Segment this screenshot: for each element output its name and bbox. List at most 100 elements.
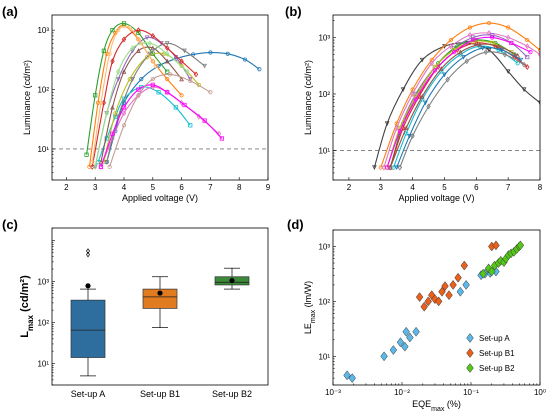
data-point [257,67,262,72]
data-point [113,111,118,116]
data-point [167,72,173,77]
x-axis-label: Applied voltage (V) [122,193,198,203]
data-point [121,36,127,43]
data-point [451,50,457,55]
data-point [391,165,396,170]
data-point [182,48,187,54]
data-point [490,35,495,40]
x-tick-label: 9 [266,183,271,192]
y-tick-label: 10³ [318,243,330,252]
data-point [165,50,170,57]
y-tick-label: 10³ [37,26,49,35]
y-axis-label: LEmax (lm/W) [303,281,317,334]
series-line [86,22,168,155]
series-line [389,43,518,168]
data-point [521,87,527,93]
data-point [115,76,121,82]
data-point [165,90,170,95]
data-point [521,61,527,68]
y-axis-label-sub: max [26,314,35,331]
x-tick-label: 10⁻¹ [463,388,479,397]
data-point [423,100,428,106]
plot-frame [332,14,541,181]
data-point [104,51,109,56]
data-point [441,281,449,292]
data-point [208,50,213,55]
x-tick-label: 3 [93,183,98,192]
data-point [458,49,463,55]
data-point [525,43,530,50]
y-tick-label: 10² [318,297,330,306]
data-point [492,240,500,251]
series-line [106,51,260,163]
y-axis-label-unit: (lm/W) [303,281,313,310]
x-tick-label: Set-up A [71,389,106,399]
panel-label: (a) [2,4,18,19]
data-point [90,163,95,170]
data-point [84,152,89,157]
data-point [499,47,505,53]
data-point [467,25,473,30]
data-point [509,50,514,55]
data-point [505,34,511,41]
scatter-series [479,240,525,279]
data-point [505,69,511,75]
series-line [91,29,197,167]
y-tick-label: 10¹ [318,146,330,155]
data-point [412,326,420,337]
data-point [165,76,170,82]
panel-label: (d) [287,217,304,232]
scatter-series [415,240,500,312]
y-tick-label: 10² [37,318,49,327]
data-point [442,72,447,78]
data-point [202,63,207,69]
data-point [156,90,161,95]
box-3 [214,267,250,290]
series-line [383,32,540,168]
data-point [528,50,533,55]
y-tick-label: 10³ [318,33,330,42]
y-tick-label: 10¹ [318,352,330,361]
series-group [372,20,540,171]
data-point [98,100,104,105]
data-point [179,93,184,98]
data-point [462,279,470,290]
y-tick-label: 10¹ [37,360,49,369]
data-point [479,268,487,279]
data-point [182,102,187,108]
data-point [404,131,409,136]
data-point [188,123,193,128]
box-1 [70,248,106,377]
data-point [130,48,135,54]
x-tick-label: 5 [442,183,447,192]
data-point [107,51,112,56]
data-point [477,41,482,47]
data-point [110,28,115,33]
data-point [225,51,230,56]
data-point [150,45,156,51]
data-point [372,165,377,171]
data-point [387,164,393,170]
data-point [424,296,432,307]
data-point [90,160,95,165]
data-point [136,87,141,92]
x-axis-label: EQEmax (%) [412,399,461,413]
x-tick-label: 3 [379,183,384,192]
data-point [101,48,106,53]
y-axis-label-main: L [19,331,31,338]
data-point [419,93,425,99]
data-point [179,76,184,82]
data-point [464,58,469,65]
data-point [525,64,530,70]
legend-marker [466,333,474,343]
data-point [127,25,132,30]
x-axis-label: Applied voltage (V) [398,193,474,203]
data-point [454,272,462,283]
x-axis-label-sub: max [431,406,445,413]
data-point [107,164,112,169]
data-point [515,52,521,58]
series-line [109,73,211,168]
series-line [389,39,515,168]
data-point [164,58,170,64]
